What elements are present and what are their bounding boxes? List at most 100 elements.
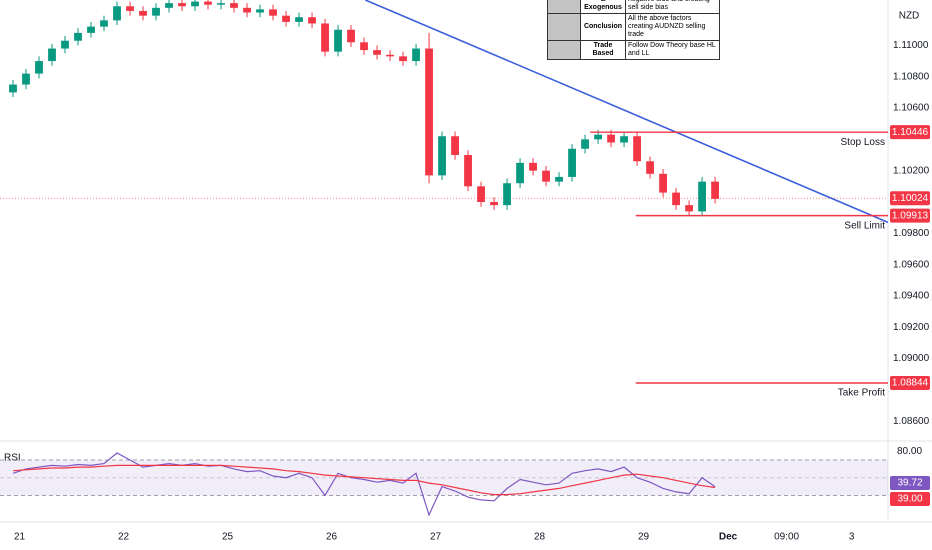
- rsi-value-label: 39.00: [897, 494, 922, 505]
- y-tick-label: 1.09000: [893, 353, 930, 364]
- candle: [464, 150, 472, 192]
- candle: [386, 50, 394, 62]
- candle-body: [256, 9, 264, 13]
- candle: [35, 56, 43, 79]
- candle-body: [529, 162, 537, 171]
- candle-body: [282, 15, 290, 22]
- candle: [659, 169, 667, 198]
- row-text: Follow Dow Theory base HL and LL: [625, 40, 720, 60]
- candle-body: [308, 17, 316, 24]
- candle-body: [386, 54, 394, 57]
- candle-body: [48, 48, 56, 62]
- rsi-title: RSI: [4, 453, 21, 464]
- rsi-line: [12, 452, 716, 517]
- candle-body: [672, 192, 680, 206]
- candle: [490, 197, 498, 210]
- candle-body: [633, 136, 641, 162]
- candle: [620, 131, 628, 148]
- level-price-label: 1.09913: [892, 210, 929, 221]
- candle-body: [347, 29, 355, 43]
- candle-body: [126, 6, 134, 11]
- candle-body: [451, 136, 459, 156]
- rsi-value-box: [890, 492, 930, 506]
- candle-body: [22, 73, 30, 85]
- candle: [347, 25, 355, 47]
- candle: [412, 43, 420, 66]
- x-tick-label: 26: [326, 532, 338, 543]
- candle: [451, 131, 459, 160]
- candle-body: [490, 201, 498, 206]
- candle-body: [698, 181, 706, 212]
- candle-body: [113, 6, 121, 21]
- table-row: Conclusion All the above factors creating…: [547, 13, 720, 41]
- candle: [126, 1, 134, 16]
- candle-body: [204, 1, 212, 5]
- candle: [672, 187, 680, 210]
- candle-body: [217, 3, 225, 5]
- x-tick-label: 25: [222, 532, 234, 543]
- row-text: negative side and creating sell side bia…: [625, 0, 720, 14]
- candle: [139, 6, 147, 21]
- candle: [646, 156, 654, 179]
- candle: [269, 4, 277, 21]
- candle-body: [9, 84, 17, 93]
- candle-body: [35, 61, 43, 74]
- candle: [516, 158, 524, 188]
- candle: [74, 28, 82, 46]
- candle-body: [659, 173, 667, 193]
- candle: [256, 4, 264, 18]
- candle: [698, 176, 706, 217]
- candle: [87, 21, 95, 38]
- candle-body: [74, 32, 82, 41]
- candle-body: [61, 40, 69, 49]
- candle-body: [139, 10, 147, 16]
- candle: [321, 18, 329, 57]
- candle: [542, 165, 550, 187]
- level-price-label: 1.08844: [892, 378, 929, 389]
- candle: [477, 181, 485, 207]
- level-name: Sell Limit: [844, 220, 885, 231]
- candle: [529, 158, 537, 176]
- candle: [555, 172, 563, 187]
- candle-body: [568, 148, 576, 177]
- candle: [61, 36, 69, 54]
- y-tick-label: 1.10600: [893, 103, 930, 114]
- trendline: [365, 0, 889, 224]
- level-price-box: [890, 208, 930, 223]
- candle: [204, 0, 212, 10]
- candle: [191, 0, 199, 11]
- candle-body: [191, 1, 199, 7]
- x-tick-label: 22: [118, 532, 130, 543]
- candle: [22, 68, 30, 90]
- last-price-box: [890, 191, 930, 206]
- candle-body: [594, 134, 602, 140]
- x-tick-label: 3: [849, 532, 855, 543]
- row-header: Trade Based: [580, 40, 626, 60]
- candle: [581, 134, 589, 154]
- candle: [295, 12, 303, 27]
- candle-body: [243, 7, 251, 13]
- gray-cell: [547, 40, 581, 60]
- y-tick-label: 1.10200: [893, 165, 930, 176]
- candle-body: [269, 9, 277, 16]
- candle: [399, 51, 407, 66]
- candle: [9, 79, 17, 98]
- y-tick-label: 1.08600: [893, 416, 930, 427]
- candle: [100, 15, 108, 32]
- candle-body: [295, 17, 303, 22]
- candle-body: [412, 48, 420, 62]
- y-tick-label: 1.09600: [893, 259, 930, 270]
- row-header: & Exogenous: [580, 0, 626, 14]
- candle: [568, 144, 576, 182]
- candle: [282, 10, 290, 27]
- candle: [243, 3, 251, 18]
- candle-body: [711, 181, 719, 199]
- candle: [48, 43, 56, 66]
- rsi-value-label: 39.72: [897, 478, 922, 489]
- candle: [633, 131, 641, 166]
- level-name: Take Profit: [838, 388, 885, 399]
- candle-body: [100, 20, 108, 27]
- candle-body: [334, 29, 342, 52]
- candle-body: [620, 136, 628, 143]
